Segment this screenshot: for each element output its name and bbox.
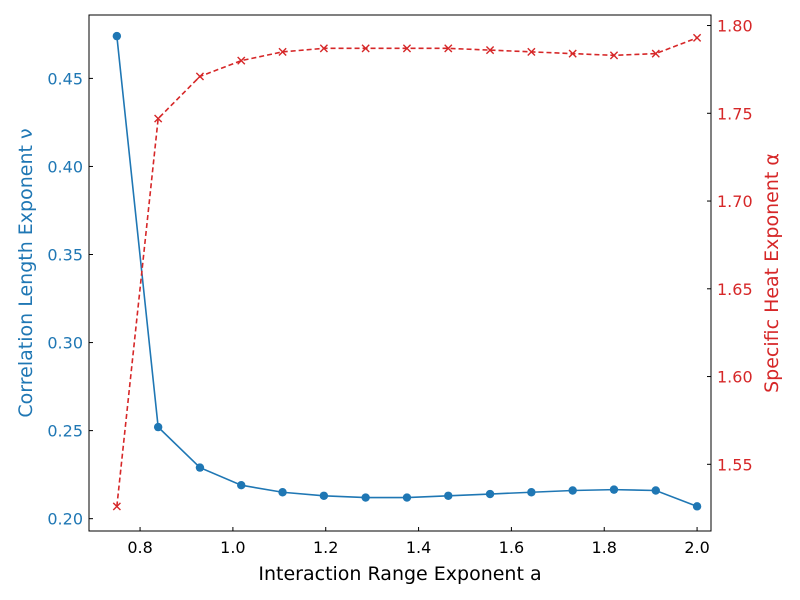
left-y-tick-label: 0.40 — [47, 157, 83, 176]
right-y-axis: 1.55 1.60 1.65 1.70 1.75 1.80 — [707, 17, 753, 474]
x-tick-label: 1.0 — [220, 538, 245, 557]
left-y-tick-label: 0.20 — [47, 510, 83, 529]
x-tick-label: 0.8 — [127, 538, 152, 557]
nu-data-point — [402, 493, 412, 502]
right-y-tick-label: 1.80 — [717, 17, 753, 36]
right-y-tick-label: 1.65 — [717, 280, 753, 299]
nu-data-point — [485, 489, 495, 499]
alpha-data-point — [195, 72, 205, 81]
right-y-axis-label: Specific Heat Exponent α — [761, 153, 783, 393]
x-tick-label: 1.4 — [406, 538, 431, 557]
nu-data-point — [568, 486, 577, 495]
nu-data-point — [444, 491, 453, 500]
x-tick-label: 2.0 — [684, 538, 709, 557]
nu-data-point — [195, 463, 205, 472]
x-tick-label: 1.2 — [313, 538, 338, 557]
nu-data-point — [153, 422, 163, 432]
left-y-axis: 0.20 0.25 0.30 0.35 0.40 0.45 — [47, 69, 93, 529]
alpha-data-point — [568, 49, 577, 58]
alpha-data-point — [319, 44, 328, 53]
left-y-tick-label: 0.25 — [47, 422, 83, 441]
right-y-tick-label: 1.75 — [717, 104, 753, 123]
nu-data-point — [278, 488, 287, 497]
series-layer — [112, 31, 702, 511]
nu-data-point — [319, 491, 329, 500]
alpha-data-point — [278, 47, 287, 56]
nu-data-point — [237, 481, 246, 490]
alpha-data-point — [154, 114, 163, 123]
x-tick-label: 1.8 — [592, 538, 617, 557]
nu-data-point — [527, 488, 536, 497]
nu-data-point — [361, 493, 370, 502]
left-y-tick-label: 0.45 — [47, 69, 83, 88]
alpha-data-point — [402, 44, 412, 53]
left-y-axis-label: Correlation Length Exponent ν — [15, 128, 37, 417]
nu-data-point — [692, 502, 702, 511]
right-y-tick-label: 1.70 — [717, 192, 753, 211]
nu-data-point — [651, 486, 660, 495]
alpha-data-point — [651, 49, 660, 58]
right-y-tick-label: 1.55 — [717, 455, 753, 474]
alpha-data-point — [444, 44, 453, 53]
alpha-data-point — [485, 46, 495, 55]
right-y-tick-label: 1.60 — [717, 368, 753, 387]
alpha-data-point — [361, 44, 370, 53]
x-axis-label: Interaction Range Exponent a — [258, 563, 541, 585]
alpha-data-point — [692, 33, 702, 42]
alpha-data-point — [237, 56, 246, 65]
nu-data-point — [112, 31, 122, 41]
x-tick-label: 1.6 — [499, 538, 524, 557]
plot-area — [88, 14, 712, 532]
alpha-data-point — [609, 51, 619, 60]
left-y-tick-label: 0.35 — [47, 246, 83, 265]
alpha-data-point — [527, 47, 536, 56]
alpha-data-point — [112, 502, 121, 511]
left-y-tick-label: 0.30 — [47, 334, 83, 353]
nu-data-point — [609, 485, 619, 494]
x-axis: 0.8 1.0 1.2 1.4 1.6 1.8 2.0 — [127, 527, 710, 557]
